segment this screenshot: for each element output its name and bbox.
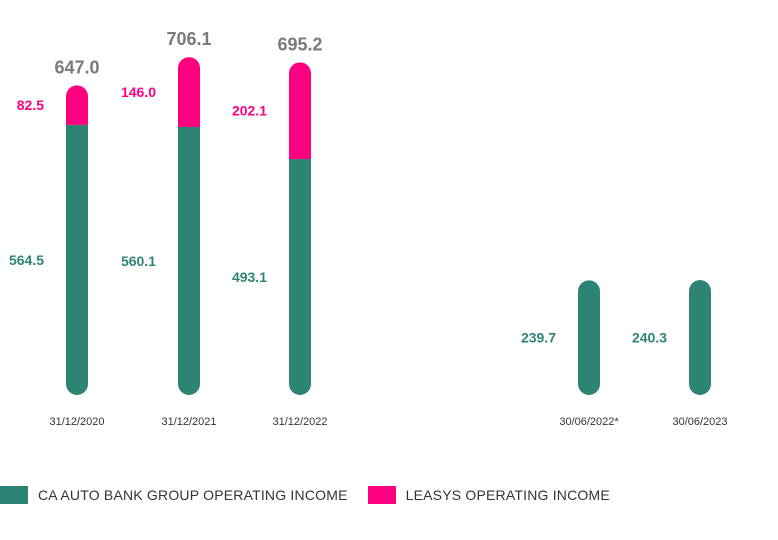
value-label-leasys-0: 82.5 — [17, 97, 44, 113]
value-label-ca-auto-bank-3: 239.7 — [521, 330, 556, 346]
value-label-ca-auto-bank-1: 560.1 — [121, 253, 156, 269]
bar-ca-auto-bank-3 — [578, 280, 600, 395]
bar-ca-auto-bank-4 — [689, 280, 711, 395]
category-label-1: 31/12/2021 — [161, 416, 216, 428]
total-label-0: 647.0 — [54, 57, 99, 77]
bar-ca-auto-bank-1 — [178, 126, 200, 395]
value-label-ca-auto-bank-0: 564.5 — [9, 252, 44, 268]
category-label-3: 30/06/2022* — [559, 416, 619, 428]
legend-item-leasys: LEASYS OPERATING INCOME — [367, 486, 610, 504]
value-label-ca-auto-bank-2: 493.1 — [232, 269, 267, 285]
category-label-0: 31/12/2020 — [49, 416, 104, 428]
legend-swatch-leasys — [367, 486, 396, 504]
category-label-2: 31/12/2022 — [272, 416, 327, 428]
value-label-leasys-2: 202.1 — [232, 103, 267, 119]
legend-item-ca-auto-bank: CA AUTO BANK GROUP OPERATING INCOME — [0, 486, 348, 504]
bar-leasys-0 — [66, 85, 88, 125]
bar-leasys-1 — [178, 57, 200, 127]
total-label-2: 695.2 — [277, 34, 322, 54]
bar-leasys-2 — [289, 62, 311, 160]
bar-ca-auto-bank-2 — [289, 159, 311, 395]
value-label-ca-auto-bank-4: 240.3 — [632, 330, 667, 346]
bar-ca-auto-bank-0 — [66, 124, 88, 395]
legend-label-leasys: LEASYS OPERATING INCOME — [405, 487, 610, 503]
legend: CA AUTO BANK GROUP OPERATING INCOME LEAS… — [0, 483, 630, 507]
legend-label-ca-auto-bank: CA AUTO BANK GROUP OPERATING INCOME — [38, 487, 348, 503]
total-label-1: 706.1 — [166, 29, 211, 49]
category-label-4: 30/06/2023 — [672, 416, 727, 428]
value-label-leasys-1: 146.0 — [121, 84, 156, 100]
legend-swatch-ca-auto-bank — [0, 486, 28, 504]
